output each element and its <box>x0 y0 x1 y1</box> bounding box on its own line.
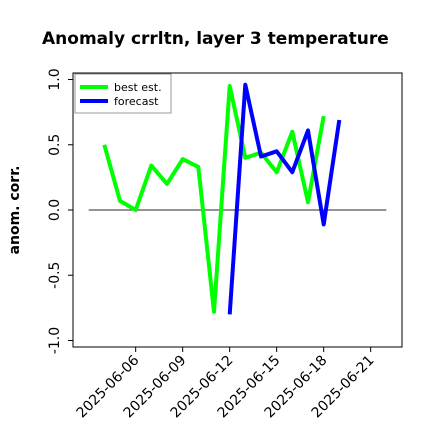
legend-box <box>74 73 172 114</box>
y-axis-label: anom. corr. <box>7 166 23 255</box>
y-tick-label: 1.0 <box>47 68 63 90</box>
y-tick-label: 0.5 <box>47 134 63 156</box>
y-tick-label: -1.0 <box>47 327 63 354</box>
legend-label-best-est: best est. <box>114 81 162 94</box>
chart-title: Anomaly crrltn, layer 3 temperature <box>42 29 389 49</box>
y-tick-label: 0.0 <box>47 199 63 221</box>
y-tick-label: -0.5 <box>47 262 63 289</box>
legend: best est. forecast <box>74 73 172 114</box>
series-line-forecast <box>227 82 342 315</box>
series-line-best-est <box>102 84 326 314</box>
legend-label-forecast: forecast <box>114 95 159 108</box>
